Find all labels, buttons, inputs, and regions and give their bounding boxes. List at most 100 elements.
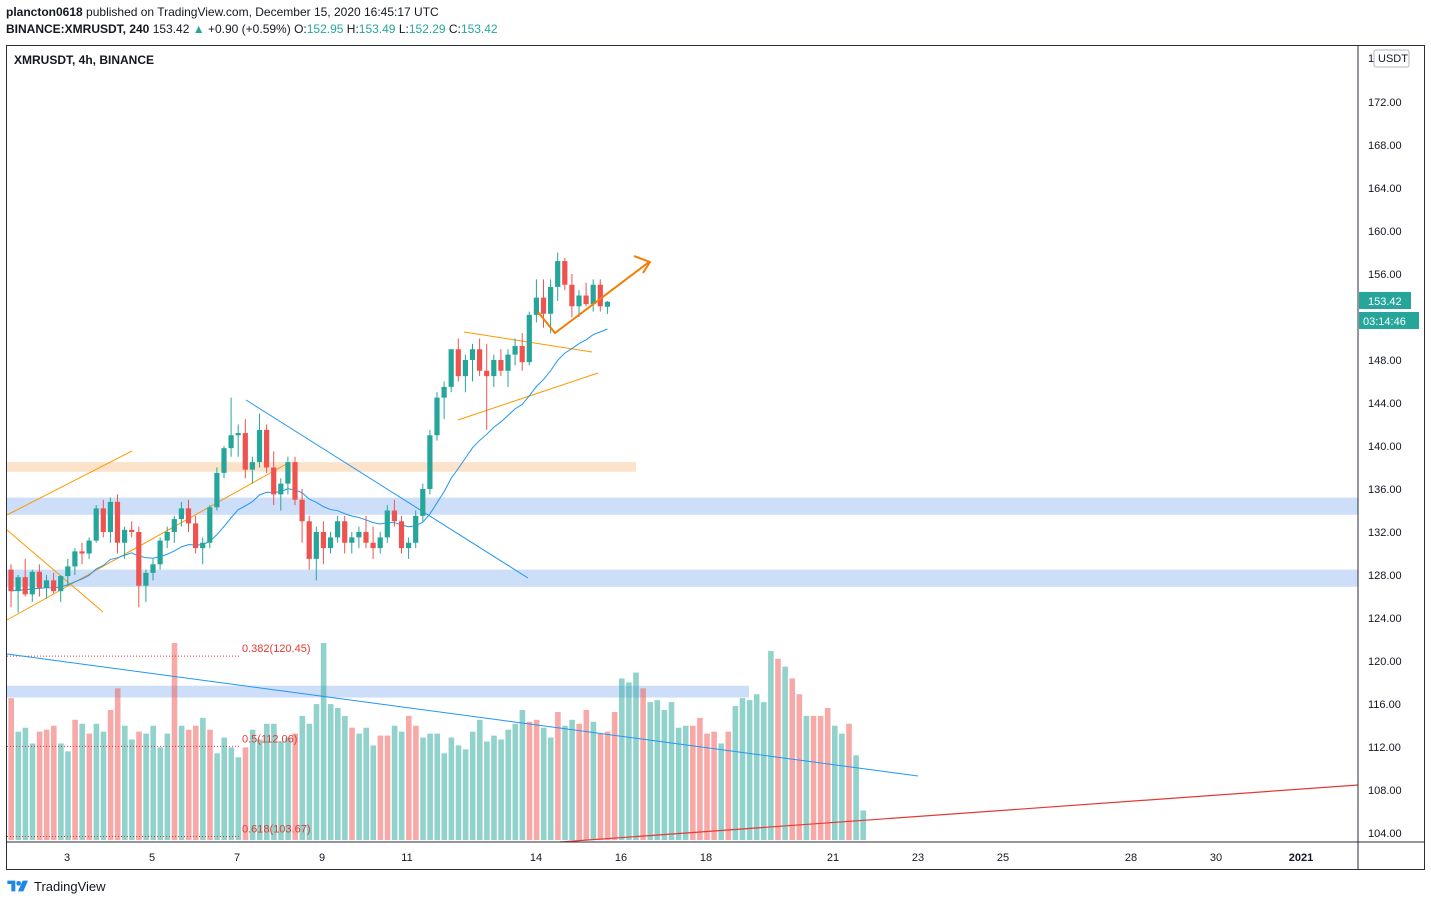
candle-body[interactable] <box>15 577 21 592</box>
candle-body[interactable] <box>462 360 468 377</box>
channel-upper-line[interactable] <box>6 450 133 516</box>
candle-body[interactable] <box>122 529 128 543</box>
zone-band[interactable] <box>7 497 1358 515</box>
candle-body[interactable] <box>150 564 156 573</box>
triangle-lower-line[interactable] <box>457 372 599 421</box>
candle-body[interactable] <box>93 508 99 541</box>
candle-body[interactable] <box>256 429 263 463</box>
candle-body[interactable] <box>29 571 35 595</box>
channel-lower-line[interactable] <box>6 461 291 621</box>
candle-body[interactable] <box>420 489 426 516</box>
candle-body[interactable] <box>157 540 163 565</box>
candle-body[interactable] <box>264 429 270 468</box>
candle-body[interactable] <box>65 566 71 577</box>
candle-body[interactable] <box>22 577 28 595</box>
candle-body[interactable] <box>335 521 341 538</box>
candle-body[interactable] <box>221 448 227 473</box>
candle-body[interactable] <box>519 346 525 363</box>
candle-body[interactable] <box>242 433 248 470</box>
candle-body[interactable] <box>249 462 255 470</box>
candle-body[interactable] <box>58 576 64 592</box>
candle-body[interactable] <box>540 297 547 314</box>
chart-frame[interactable] <box>6 45 1425 870</box>
candle-body[interactable] <box>342 521 348 543</box>
candle-body[interactable] <box>207 507 213 543</box>
candle-body[interactable] <box>114 501 121 543</box>
candle-body[interactable] <box>377 537 383 549</box>
candle-body[interactable] <box>285 462 291 484</box>
candle-body[interactable] <box>178 508 184 520</box>
candle-body[interactable] <box>72 551 78 567</box>
descending-trendline[interactable] <box>245 399 529 579</box>
currency-label[interactable]: USDT <box>1378 53 1408 65</box>
candle-body[interactable] <box>398 521 405 549</box>
candle-body[interactable] <box>384 510 390 538</box>
candle-body[interactable] <box>597 284 603 307</box>
currency-button[interactable] <box>1373 49 1410 68</box>
candle-body[interactable] <box>136 532 142 586</box>
candle-body[interactable] <box>427 435 433 489</box>
candle-body[interactable] <box>455 349 461 377</box>
candle-body[interactable] <box>313 532 319 559</box>
candle-body[interactable] <box>505 354 511 371</box>
diagonal-orange-line[interactable] <box>6 529 104 613</box>
candle-body[interactable] <box>271 467 277 495</box>
candle-body[interactable] <box>320 532 326 549</box>
candle-body[interactable] <box>235 433 241 436</box>
candle-body[interactable] <box>406 542 412 549</box>
candle-body[interactable] <box>498 360 504 371</box>
candle-body[interactable] <box>129 529 135 532</box>
candle-body[interactable] <box>86 540 92 554</box>
candle-body[interactable] <box>8 569 14 592</box>
candle-body[interactable] <box>193 523 199 549</box>
candle-body[interactable] <box>185 508 192 524</box>
candle-body[interactable] <box>590 284 596 305</box>
candle-body[interactable] <box>164 532 170 541</box>
candle-body[interactable] <box>469 349 476 360</box>
zone-band[interactable] <box>7 462 636 472</box>
candle-body[interactable] <box>555 261 561 287</box>
candle-body[interactable] <box>569 284 575 307</box>
candle-body[interactable] <box>548 286 554 314</box>
candle-body[interactable] <box>200 542 206 549</box>
candle-body[interactable] <box>36 571 42 588</box>
candle-body[interactable] <box>370 542 376 549</box>
candle-body[interactable] <box>278 483 284 495</box>
candle-body[interactable] <box>356 532 362 538</box>
candle-body[interactable] <box>477 349 483 371</box>
candle-body[interactable] <box>448 349 454 387</box>
candle-body[interactable] <box>434 397 440 436</box>
candle-body[interactable] <box>349 537 355 543</box>
candle-body[interactable] <box>214 472 220 508</box>
candle-body[interactable] <box>562 261 568 285</box>
candle-body[interactable] <box>327 537 334 549</box>
candle-body[interactable] <box>107 501 113 532</box>
publisher-name[interactable]: plancton0618 <box>6 5 83 19</box>
moving-average-line[interactable] <box>10 328 608 592</box>
long-term-trendline[interactable] <box>6 653 919 777</box>
candle-body[interactable] <box>441 386 447 398</box>
candle-body[interactable] <box>576 295 582 307</box>
candle-body[interactable] <box>363 532 369 543</box>
candle-body[interactable] <box>51 580 57 592</box>
projection-arrow[interactable] <box>537 261 650 334</box>
candle-body[interactable] <box>228 435 234 449</box>
zone-band[interactable] <box>7 685 749 698</box>
candle-body[interactable] <box>533 297 539 315</box>
candle-body[interactable] <box>43 580 50 588</box>
candle-body[interactable] <box>171 519 177 532</box>
zone-band[interactable] <box>7 569 1358 587</box>
candle-body[interactable] <box>292 462 298 500</box>
candle-body[interactable] <box>604 301 610 307</box>
support-trendline[interactable] <box>559 784 1359 843</box>
candle-body[interactable] <box>526 314 532 363</box>
candle-body[interactable] <box>143 572 149 586</box>
candle-body[interactable] <box>413 515 419 543</box>
candle-body[interactable] <box>484 370 490 377</box>
candle-body[interactable] <box>391 510 397 522</box>
candle-body[interactable] <box>306 521 312 559</box>
candle-body[interactable] <box>100 508 106 532</box>
candle-body[interactable] <box>512 346 518 355</box>
candle-body[interactable] <box>299 499 305 522</box>
